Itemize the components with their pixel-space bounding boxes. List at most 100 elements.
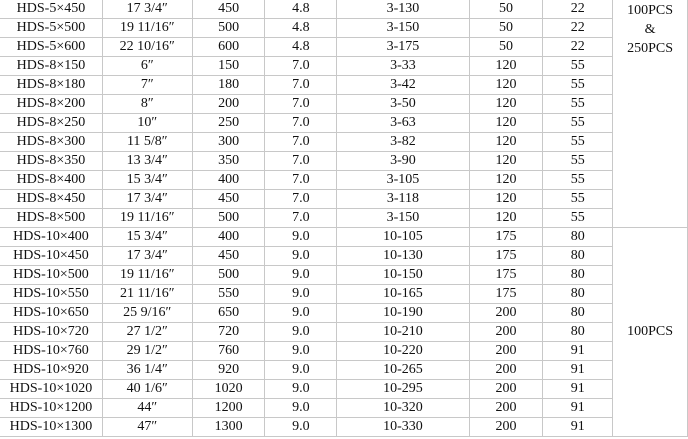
- table-cell: 300: [191, 132, 266, 152]
- table-cell: 7″: [101, 75, 193, 95]
- table-cell: 120: [468, 151, 544, 171]
- table-cell: 7.0: [264, 75, 338, 95]
- table-cell: 80: [542, 322, 614, 342]
- table-cell: HDS-5×600: [0, 37, 103, 57]
- table-cell: 10-220: [336, 341, 470, 361]
- table-cell: 550: [191, 284, 266, 304]
- packing-text: &: [644, 22, 656, 37]
- table-row: HDS-10×550 21 11/16″ 550 9.0 10-165 175 80: [0, 284, 688, 304]
- table-cell: 10-150: [336, 265, 470, 285]
- table-cell: 600: [191, 37, 266, 57]
- table-cell: 9.0: [264, 246, 338, 266]
- table-cell: 175: [468, 227, 544, 247]
- table-row: HDS-5×450 17 3/4″ 450 4.8 3-130 50 22 100PCS & 25…: [0, 0, 688, 228]
- table-cell: HDS-10×450: [0, 246, 103, 266]
- table-cell: HDS-8×450: [0, 189, 103, 209]
- table-cell: 22: [542, 18, 614, 38]
- table-cell: 50: [468, 37, 544, 57]
- table-row: HDS-10×720 27 1/2″ 720 9.0 10-210 200 80: [0, 322, 688, 342]
- table-row: HDS-10×920 36 1/4″ 920 9.0 10-265 200 91: [0, 360, 688, 380]
- table-cell: 500: [191, 208, 266, 228]
- table-cell: 22: [542, 0, 614, 19]
- table-cell: HDS-10×400: [0, 227, 103, 247]
- table-row: HDS-8×200 8″ 200 7.0 3-50 120 55: [0, 94, 688, 114]
- packing-text: 100PCS: [627, 3, 673, 18]
- table-cell: 10-330: [336, 417, 470, 437]
- table-cell: 10-265: [336, 360, 470, 380]
- table-cell: 3-50: [336, 94, 470, 114]
- table-cell: 120: [468, 189, 544, 209]
- table-cell: 450: [191, 246, 266, 266]
- table-cell: 3-42: [336, 75, 470, 95]
- table-cell: 3-150: [336, 208, 470, 228]
- table-cell: 9.0: [264, 227, 338, 247]
- table-cell: 3-82: [336, 132, 470, 152]
- table-cell: 9.0: [264, 303, 338, 323]
- table-cell: 4.8: [264, 0, 338, 19]
- table-cell: 3-150: [336, 18, 470, 38]
- table-cell: 19 11/16″: [101, 208, 193, 228]
- table-cell: 120: [468, 132, 544, 152]
- table-row: HDS-8×500 19 11/16″ 500 7.0 3-150 120 55: [0, 208, 688, 228]
- table-cell: 10″: [101, 113, 193, 133]
- table-cell: 9.0: [264, 379, 338, 399]
- table-row: HDS-10×760 29 1/2″ 760 9.0 10-220 200 91: [0, 341, 688, 361]
- table-cell: 10-320: [336, 398, 470, 418]
- table-cell: 350: [191, 151, 266, 171]
- table-cell: 200: [468, 303, 544, 323]
- table-cell: 7.0: [264, 94, 338, 114]
- table-cell: 200: [468, 417, 544, 437]
- table-cell: 55: [542, 151, 614, 171]
- table-cell: 15 3/4″: [101, 170, 193, 190]
- table-cell: 1020: [191, 379, 266, 399]
- table-cell: 3-105: [336, 170, 470, 190]
- table-cell: 9.0: [264, 360, 338, 380]
- table-cell: 175: [468, 265, 544, 285]
- table-row: HDS-10×450 17 3/4″ 450 9.0 10-130 175 80: [0, 246, 688, 266]
- table-cell: 120: [468, 113, 544, 133]
- table-cell: 3-90: [336, 151, 470, 171]
- table-cell: 7.0: [264, 189, 338, 209]
- table-cell: 3-118: [336, 189, 470, 209]
- table-row: HDS-10×1300 47″ 1300 9.0 10-330 200 91: [0, 417, 688, 437]
- table-cell: 80: [542, 284, 614, 304]
- table-cell: 500: [191, 265, 266, 285]
- table-row: HDS-10×650 25 9/16″ 650 9.0 10-190 200 80: [0, 303, 688, 323]
- table-row: HDS-10×400 15 3/4″ 400 9.0 10-105 175 80 100PCS: [0, 227, 688, 437]
- table-cell: 19 11/16″: [101, 265, 193, 285]
- table-cell: 450: [191, 189, 266, 209]
- table-cell: 50: [468, 18, 544, 38]
- table-cell: 9.0: [264, 417, 338, 437]
- table-cell: 55: [542, 189, 614, 209]
- table-cell: 200: [468, 379, 544, 399]
- table-cell: 760: [191, 341, 266, 361]
- table-cell: 250: [191, 113, 266, 133]
- table-cell: HDS-10×720: [0, 322, 103, 342]
- table-cell: 80: [542, 246, 614, 266]
- table-cell: 7.0: [264, 56, 338, 76]
- table-cell: 19 11/16″: [101, 18, 193, 38]
- table-row: HDS-10×1020 40 1/6″ 1020 9.0 10-295 200 91: [0, 379, 688, 399]
- table-cell: HDS-5×450: [0, 0, 103, 19]
- table-cell: 200: [468, 341, 544, 361]
- table-cell: 150: [191, 56, 266, 76]
- table-cell: 7.0: [264, 208, 338, 228]
- table-cell: 120: [468, 75, 544, 95]
- table-cell: 91: [542, 379, 614, 399]
- table-cell: 91: [542, 341, 614, 361]
- table-cell: 180: [191, 75, 266, 95]
- table-cell: HDS-8×300: [0, 132, 103, 152]
- table-cell: 17 3/4″: [101, 189, 193, 209]
- table-cell: 40 1/6″: [101, 379, 193, 399]
- table-cell: HDS-8×150: [0, 56, 103, 76]
- table-cell: HDS-8×400: [0, 170, 103, 190]
- table-cell: 13 3/4″: [101, 151, 193, 171]
- table-row: HDS-10×1200 44″ 1200 9.0 10-320 200 91: [0, 398, 688, 418]
- table-cell: HDS-8×350: [0, 151, 103, 171]
- table-cell: 10-105: [336, 227, 470, 247]
- table-cell: 10-130: [336, 246, 470, 266]
- table-cell: 55: [542, 113, 614, 133]
- table-cell: HDS-8×250: [0, 113, 103, 133]
- table-cell: 55: [542, 132, 614, 152]
- table-cell: HDS-10×1300: [0, 417, 103, 437]
